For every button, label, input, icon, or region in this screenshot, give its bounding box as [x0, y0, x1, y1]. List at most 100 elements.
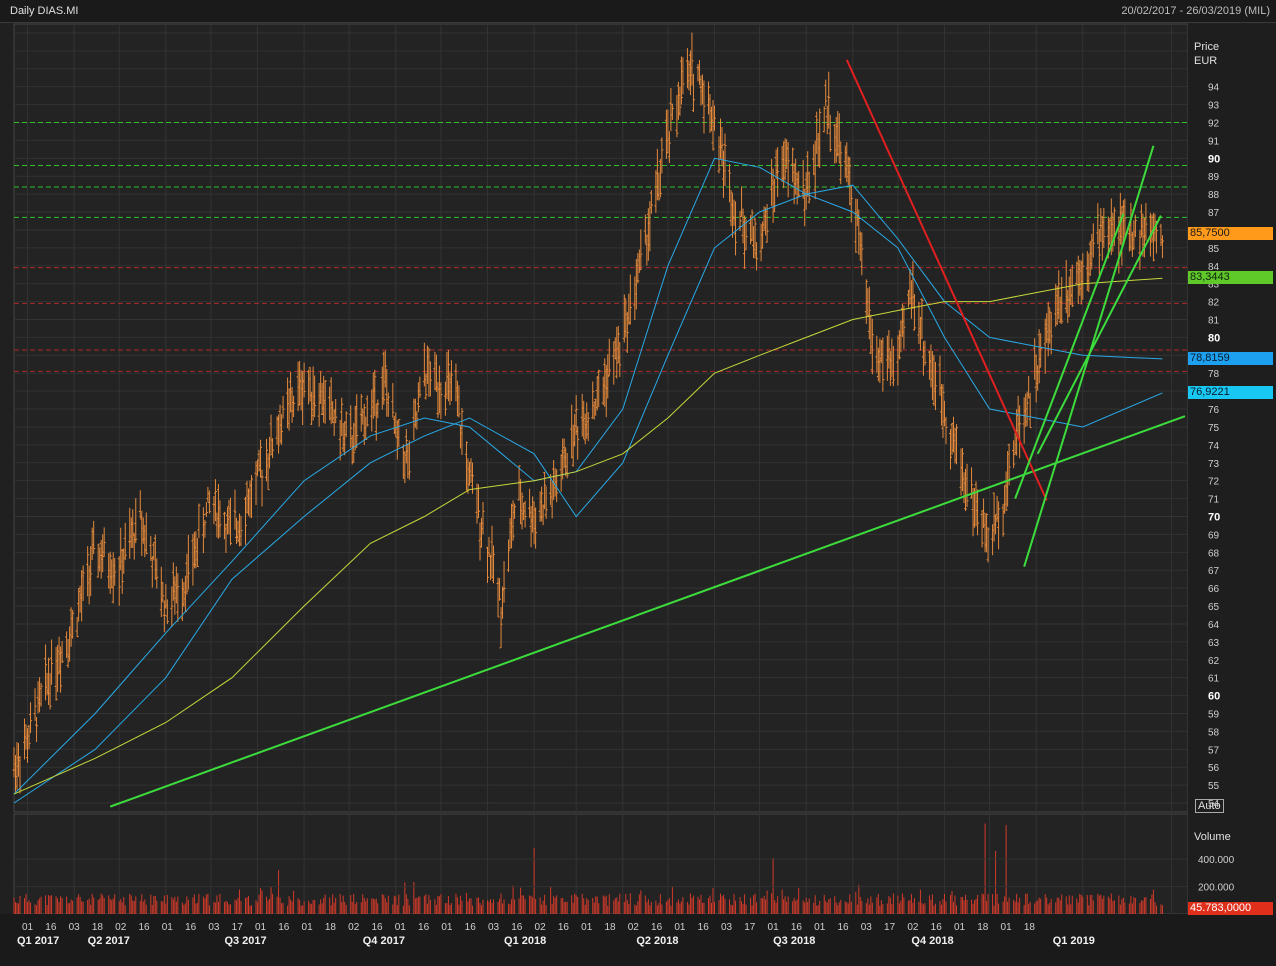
x-tick-label: 01 [441, 922, 453, 933]
x-tick-label: 01 [1001, 922, 1013, 933]
x-tick-label: 01 [255, 922, 267, 933]
y-tick-label: 78 [1208, 369, 1220, 380]
x-tick-label: 02 [628, 922, 640, 933]
moving-average-line-2 [13, 184, 1163, 804]
x-tick-label: 02 [535, 922, 547, 933]
chart-header: Daily DIAS.MI 20/02/2017 - 26/03/2019 (M… [0, 0, 1276, 23]
y-tick-label: 88 [1208, 190, 1220, 201]
x-tick-label: 17 [744, 922, 756, 933]
x-tick-label: 16 [837, 922, 849, 933]
y-tick-label: 94 [1208, 83, 1220, 94]
x-tick-label: 03 [488, 922, 500, 933]
auto-scale-button[interactable]: Auto [1195, 799, 1224, 813]
y-tick-label: 68 [1208, 548, 1220, 559]
x-tick-label: 02 [348, 922, 360, 933]
y-tick-label: 55 [1208, 781, 1220, 792]
x-tick-label: 16 [418, 922, 430, 933]
trendline [1036, 215, 1162, 455]
price-axis-unit: EUR [1194, 55, 1217, 67]
y-tick-label: 54 [1208, 799, 1220, 810]
y-tick-label: 70 [1208, 512, 1220, 524]
quarter-label: Q2 2017 [88, 935, 130, 947]
x-tick-label: 16 [931, 922, 943, 933]
x-tick-label: 01 [395, 922, 407, 933]
y-tick-label: 93 [1208, 101, 1220, 112]
x-tick-label: 01 [954, 922, 966, 933]
x-tick-label: 18 [92, 922, 104, 933]
y-tick-label: 60 [1208, 691, 1220, 703]
x-tick-label: 03 [721, 922, 733, 933]
last-volume-tag: 45.783,0000 [1188, 902, 1273, 915]
x-tick-label: 01 [302, 922, 314, 933]
quarter-label: Q1 2017 [17, 935, 59, 947]
y-tick-label: 91 [1208, 136, 1220, 147]
trendline [1014, 213, 1125, 499]
y-tick-label: 92 [1208, 119, 1220, 130]
y-tick-label: 59 [1208, 710, 1220, 721]
x-tick-label: 03 [861, 922, 873, 933]
y-tick-label: 83 [1208, 280, 1220, 291]
y-tick-label: 69 [1208, 530, 1220, 541]
x-tick-label: 16 [465, 922, 477, 933]
x-tick-label: 16 [278, 922, 290, 933]
x-tick-label: 18 [325, 922, 337, 933]
moving-average-line-3 [13, 277, 1163, 795]
trendline [109, 415, 1186, 808]
x-tick-label: 02 [907, 922, 919, 933]
price-axis-label: Price [1194, 41, 1219, 53]
x-tick-label: 03 [208, 922, 220, 933]
x-tick-label: 01 [674, 922, 686, 933]
volume-bars [13, 823, 1163, 914]
y-tick-label: 58 [1208, 727, 1220, 738]
y-tick-label: 71 [1208, 495, 1220, 506]
y-tick-label: 76 [1208, 405, 1220, 416]
y-tick-label: 72 [1208, 477, 1220, 488]
x-tick-label: 17 [232, 922, 244, 933]
y-tick-label: 61 [1208, 674, 1220, 685]
volume-axis-label: Volume [1194, 831, 1231, 843]
y-tick-label: 75 [1208, 423, 1220, 434]
y-tick-label: 66 [1208, 584, 1220, 595]
price-panel [13, 23, 1189, 813]
ma-mid-value-tag: 78,8159 [1188, 351, 1273, 365]
x-tick-label: 16 [651, 922, 663, 933]
chart-title: Daily DIAS.MI [10, 5, 79, 17]
x-tick-label: 16 [558, 922, 570, 933]
y-tick-label: 73 [1208, 459, 1220, 470]
x-tick-label: 18 [1024, 922, 1036, 933]
quarter-label: Q1 2018 [504, 935, 546, 947]
x-tick-label: 01 [768, 922, 780, 933]
x-tick-label: 18 [604, 922, 616, 933]
x-tick-label: 16 [185, 922, 197, 933]
y-tick-label: 81 [1208, 316, 1220, 327]
x-tick-label: 16 [791, 922, 803, 933]
ma-slow-value-tag: 83,3443 [1188, 270, 1273, 284]
y-tick-label: 87 [1208, 208, 1220, 219]
volume-tick-label: 200.000 [1198, 883, 1235, 894]
y-tick-label: 84 [1208, 262, 1220, 273]
x-tick-label: 16 [45, 922, 57, 933]
y-tick-label: 63 [1208, 638, 1220, 649]
last-price-tag: 85,7500 [1188, 227, 1273, 241]
price-bars [12, 32, 1164, 794]
y-tick-label: 67 [1208, 566, 1220, 577]
y-tick-label: 57 [1208, 745, 1220, 756]
x-tick-label: 01 [814, 922, 826, 933]
x-tick-label: 16 [138, 922, 150, 933]
quarter-label: Q4 2018 [911, 935, 953, 947]
trendline [845, 59, 1048, 501]
volume-panel [13, 813, 1189, 915]
y-tick-label: 74 [1208, 441, 1220, 452]
x-tick-label: 01 [162, 922, 174, 933]
ma-fast-value-tag: 76,9221 [1188, 385, 1273, 399]
quarter-label: Q3 2017 [224, 935, 266, 947]
y-tick-label: 56 [1208, 763, 1220, 774]
x-tick-label: 17 [884, 922, 896, 933]
volume-tick-label: 400.000 [1198, 855, 1235, 866]
y-tick-label: 64 [1208, 620, 1220, 631]
quarter-label: Q3 2018 [773, 935, 815, 947]
x-tick-label: 03 [69, 922, 81, 933]
y-tick-label: 82 [1208, 298, 1220, 309]
date-range: 20/02/2017 - 26/03/2019 (MIL) [1121, 5, 1270, 17]
